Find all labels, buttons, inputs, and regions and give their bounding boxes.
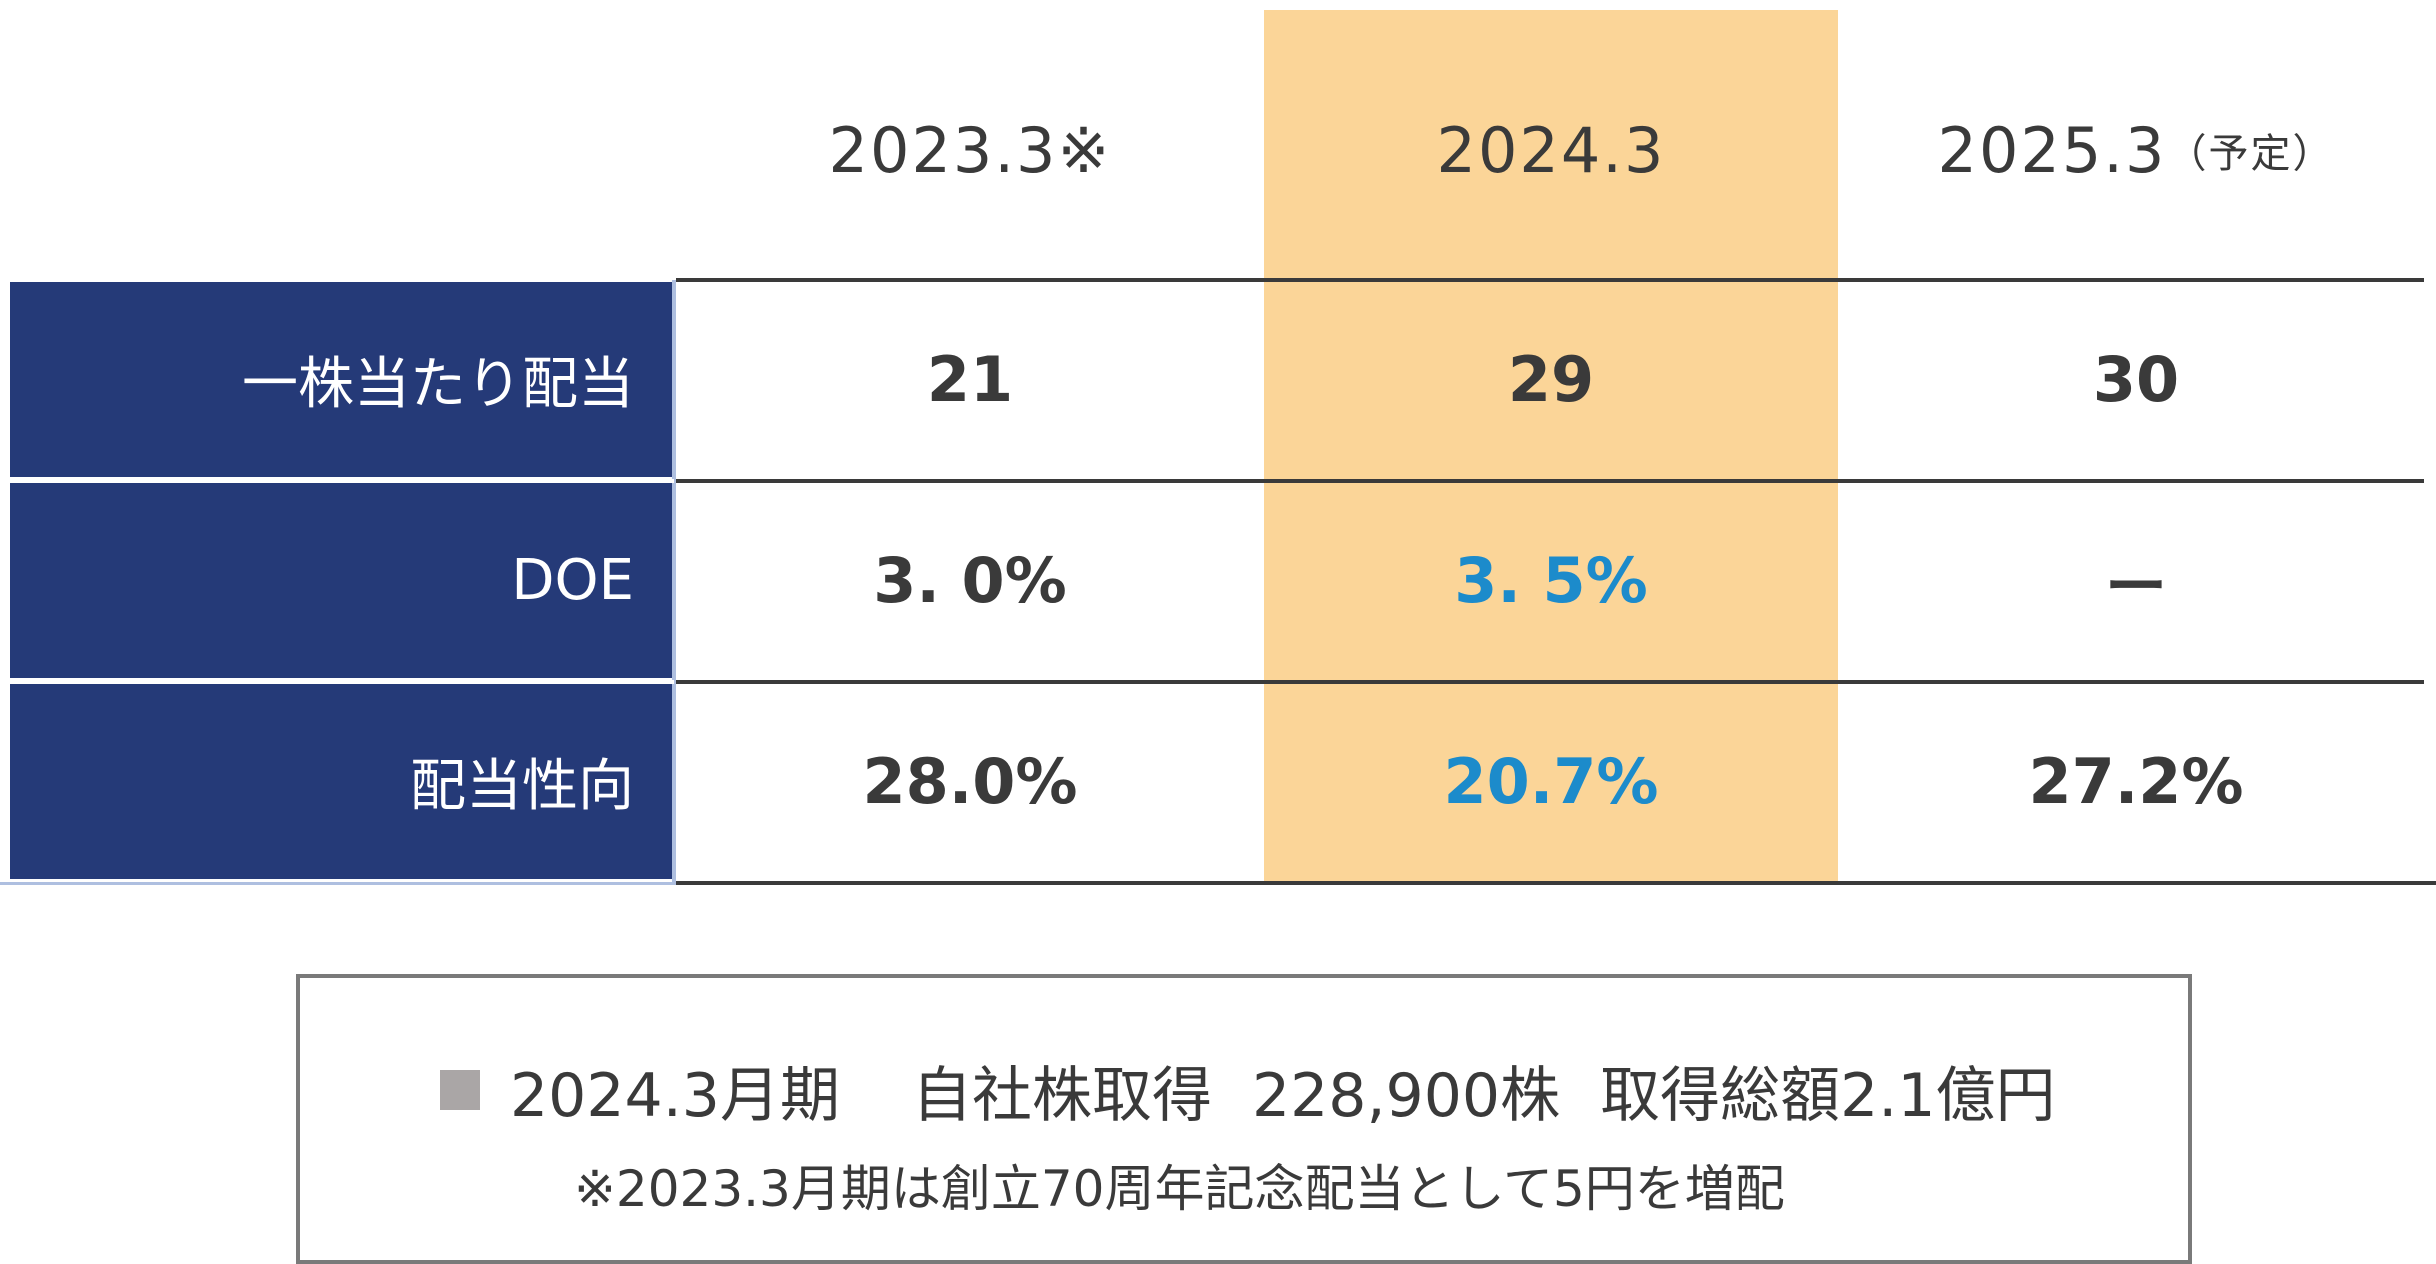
row-label-doe: DOE (10, 483, 674, 678)
cell-payout-2024: 20.7% (1443, 745, 1659, 818)
row-label-text: 一株当たり配当 (242, 352, 634, 417)
table-rule (676, 680, 2424, 684)
cell-doe-2024: 3. 5% (1454, 544, 1648, 617)
buyback-note: 2024.3月期 自社株取得 228,900株 取得総額2.1億円 (440, 1040, 2056, 1140)
cell-doe-2023: 3. 0% (873, 544, 1067, 617)
column-year: 2023.3 (828, 113, 1058, 187)
row-label-text: DOE (511, 548, 634, 613)
column-header-2025: 2025.3 （予定） (1838, 100, 2434, 200)
column-planned-label: （予定） (2166, 131, 2335, 177)
buyback-shares: 228,900株 (1251, 1060, 1561, 1131)
label-column-edge (672, 280, 676, 883)
row-label-payout-ratio: 配当性向 (10, 684, 674, 879)
highlight-column-2024 (1264, 10, 1838, 883)
square-bullet-icon (440, 1070, 480, 1110)
note-box (296, 974, 2192, 1264)
cell-dividend-2024: 29 (1507, 343, 1595, 416)
footnote-text: ※2023.3月期は創立70周年記念配当として5円を増配 (574, 1160, 1785, 1218)
row-label-text: 配当性向 (410, 754, 634, 819)
buyback-label: 自社株取得 (911, 1060, 1212, 1131)
label-bottom-edge (0, 882, 676, 885)
column-year: 2025.3 (1937, 113, 2167, 187)
footnote: ※2023.3月期は創立70周年記念配当として5円を増配 (574, 1150, 1785, 1220)
label-divider (10, 479, 674, 483)
column-header-2023: 2023.3 ※ (676, 100, 1264, 200)
column-header-2024: 2024.3 (1264, 100, 1838, 200)
buyback-period: 2024.3月期 (510, 1060, 840, 1131)
label-divider (10, 680, 674, 684)
cell-dividend-2023: 21 (926, 343, 1014, 416)
cell-payout-2023: 28.0% (862, 745, 1078, 818)
table-rule-bottom (676, 881, 2436, 885)
table-rule (676, 479, 2424, 483)
buyback-total: 取得総額2.1億円 (1600, 1060, 2056, 1131)
cell-doe-2025: ー (2104, 549, 2167, 623)
cell-payout-2025: 27.2% (2028, 745, 2244, 818)
cell-dividend-2025: 30 (2092, 343, 2180, 416)
row-label-dividend-per-share: 一株当たり配当 (10, 282, 674, 477)
column-year: 2024.3 (1436, 113, 1666, 187)
table-rule-top (676, 278, 2424, 282)
column-note-mark: ※ (1057, 113, 1112, 187)
